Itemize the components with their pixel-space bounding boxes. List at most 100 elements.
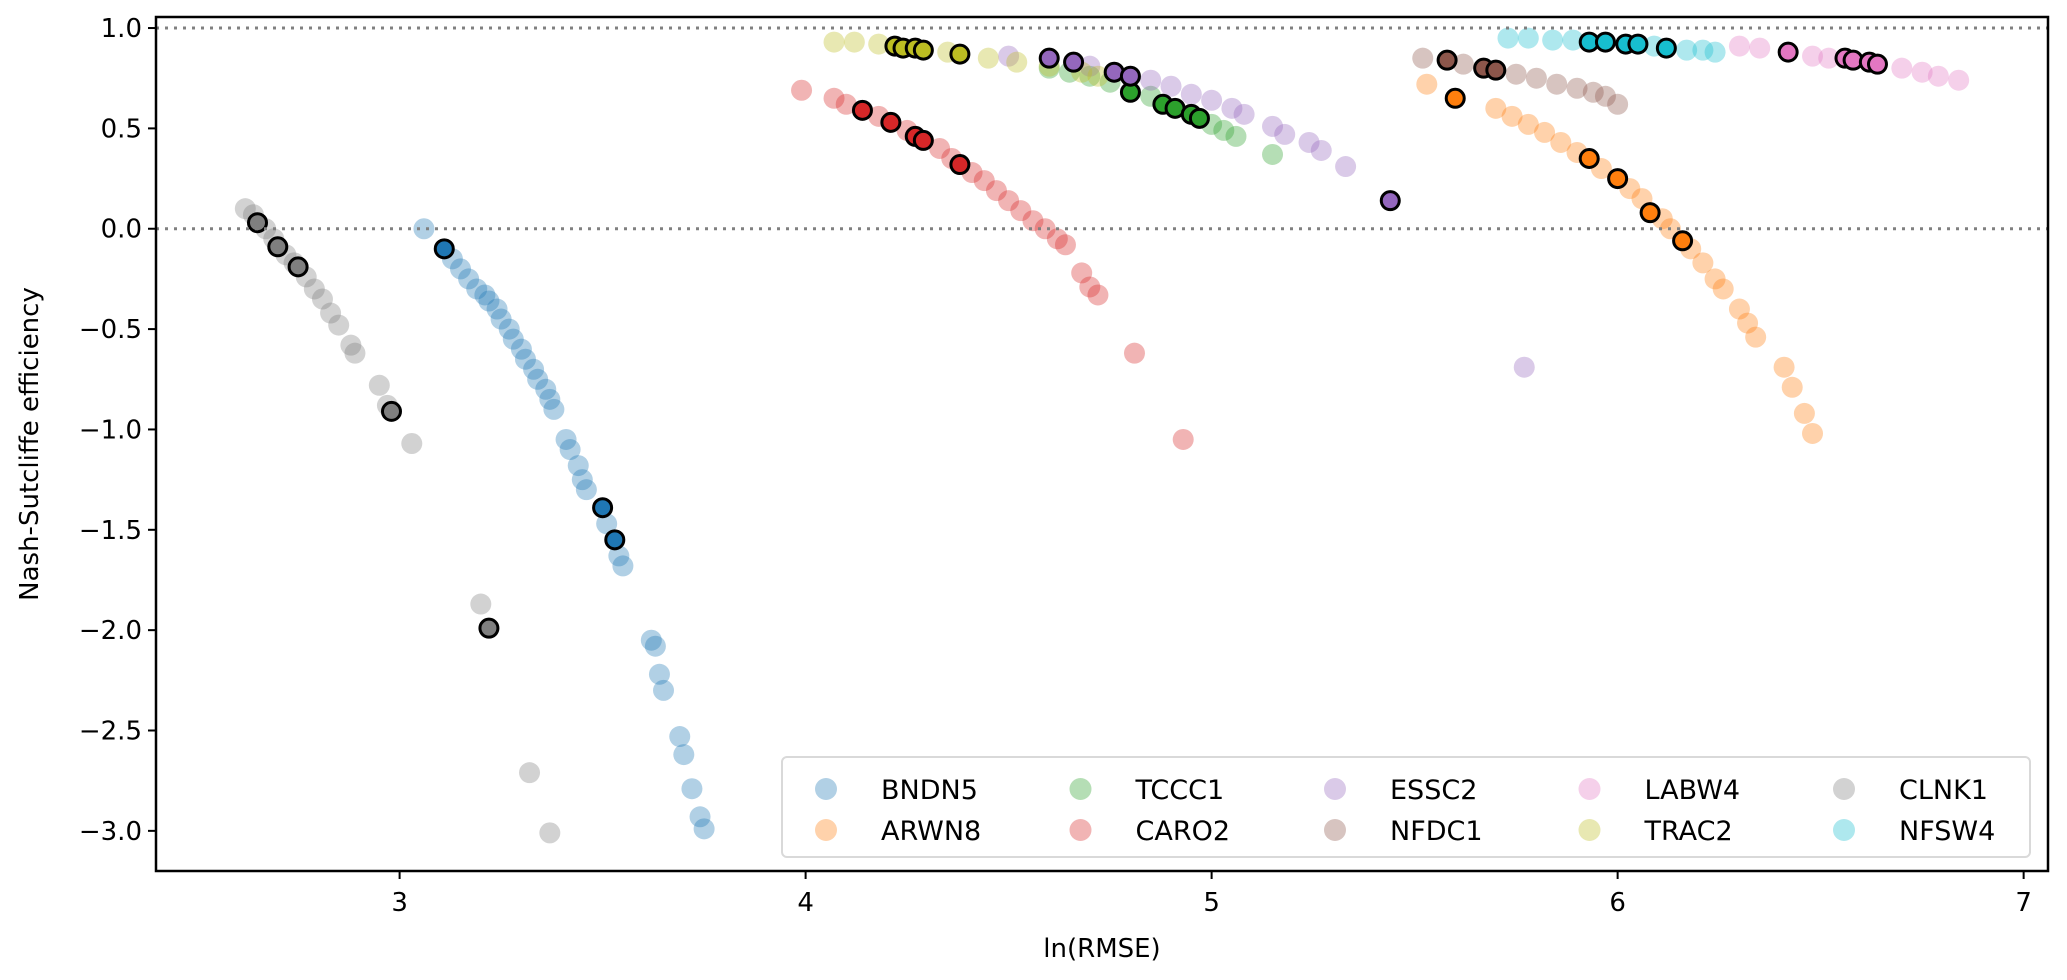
data-point-clnk1 <box>328 314 350 336</box>
legend-label-bndn5: BNDN5 <box>881 775 978 806</box>
x-axis: 3 4 5 6 7 <box>391 871 2032 918</box>
data-point-caro2 <box>1172 428 1194 450</box>
data-point-arwn8 <box>1517 113 1539 135</box>
data-point-labw4 <box>1891 57 1913 79</box>
y-tick-label: 0.0 <box>101 215 142 245</box>
data-point-bndn5 <box>478 290 500 312</box>
data-point-clnk1 <box>320 302 342 324</box>
data-point-arwn8 <box>1745 326 1767 348</box>
data-point-bndn5 <box>681 778 703 800</box>
data-point-labw4 <box>1911 61 1933 83</box>
data-point-bndn5 <box>523 358 545 380</box>
data-point-caro2 <box>1071 262 1093 284</box>
highlighted-point-arwn8 <box>1639 202 1661 224</box>
data-point-clnk1 <box>539 822 561 844</box>
highlighted-point-arwn8 <box>1607 168 1629 190</box>
highlighted-point-arwn8 <box>1672 230 1694 252</box>
data-point-bndn5 <box>596 513 618 535</box>
legend-label-essc2: ESSC2 <box>1390 775 1477 806</box>
data-point-bndn5 <box>644 635 666 657</box>
data-point-tccc1 <box>1262 143 1284 165</box>
data-point-nfdc1 <box>1452 53 1474 75</box>
highlighted-point-essc2 <box>1379 190 1401 212</box>
data-point-bndn5 <box>559 439 581 461</box>
data-point-essc2 <box>998 45 1020 67</box>
data-point-essc2 <box>1298 131 1320 153</box>
highlighted-point-essc2 <box>1063 51 1085 73</box>
data-point-bndn5 <box>498 318 520 340</box>
data-point-arwn8 <box>1793 402 1815 424</box>
highlighted-point-arwn8 <box>1444 87 1466 109</box>
legend-label-arwn8: ARWN8 <box>881 816 981 847</box>
data-point-caro2 <box>929 137 951 159</box>
data-point-trac2 <box>1087 65 1109 87</box>
data-point-essc2 <box>1233 103 1255 125</box>
data-point-arwn8 <box>1737 312 1759 334</box>
data-point-nfdc1 <box>1582 81 1604 103</box>
data-point-caro2 <box>998 190 1020 212</box>
data-point-arwn8 <box>1485 97 1507 119</box>
data-point-labw4 <box>1802 45 1824 67</box>
highlighted-point-clnk1 <box>267 236 289 258</box>
data-point-bndn5 <box>527 368 549 390</box>
highlighted-point-nfsw4 <box>1594 31 1616 53</box>
data-point-essc2 <box>1262 115 1284 137</box>
data-point-caro2 <box>973 170 995 192</box>
data-point-arwn8 <box>1692 252 1714 274</box>
data-point-labw4 <box>1728 35 1750 57</box>
legend-marker-labw4 <box>1578 778 1601 800</box>
data-point-arwn8 <box>1534 121 1556 143</box>
highlighted-point-clnk1 <box>287 256 309 278</box>
highlighted-point-clnk1 <box>478 617 500 639</box>
y-tick-label: −3.0 <box>79 817 142 847</box>
data-point-bndn5 <box>555 428 577 450</box>
data-point-nfsw4 <box>1542 29 1564 51</box>
data-point-nfsw4 <box>1704 41 1726 63</box>
data-point-bndn5 <box>450 258 472 280</box>
y-tick-label: −1.0 <box>79 415 142 445</box>
legend-marker-clnk1 <box>1833 778 1855 800</box>
reference-lines <box>156 26 2048 231</box>
data-point-essc2 <box>1221 97 1243 119</box>
data-point-clnk1 <box>470 593 492 615</box>
x-tick-label: 7 <box>2015 888 2032 918</box>
y-tick-label: 1.0 <box>101 14 142 44</box>
data-point-clnk1 <box>401 432 423 454</box>
data-point-bndn5 <box>648 663 670 685</box>
data-point-bndn5 <box>693 818 715 840</box>
y-tick-label: −2.5 <box>79 717 142 747</box>
data-point-essc2 <box>1335 156 1357 178</box>
highlighted-point-caro2 <box>912 129 934 151</box>
data-point-essc2 <box>1274 123 1296 145</box>
data-point-bndn5 <box>413 218 435 240</box>
legend-label-trac2: TRAC2 <box>1644 816 1733 847</box>
legend-box <box>781 756 2031 858</box>
data-point-trac2 <box>868 33 890 55</box>
legend-marker-essc2 <box>1324 778 1346 800</box>
x-tick-label: 3 <box>391 888 408 918</box>
data-point-caro2 <box>1079 276 1101 298</box>
highlighted-point-caro2 <box>880 111 902 133</box>
highlighted-point-bndn5 <box>433 238 455 260</box>
data-point-bndn5 <box>466 278 488 300</box>
data-point-caro2 <box>823 87 845 109</box>
data-point-clnk1 <box>234 198 256 220</box>
legend-marker-nfsw4 <box>1833 819 1855 841</box>
data-point-tccc1 <box>1079 65 1101 87</box>
data-point-nfsw4 <box>1676 39 1698 61</box>
data-point-nfsw4 <box>1497 27 1519 49</box>
y-tick-label: 0.5 <box>101 114 142 144</box>
y-tick-label: −0.5 <box>79 315 142 345</box>
legend-marker-arwn8 <box>815 819 837 841</box>
highlighted-point-bndn5 <box>592 497 614 519</box>
highlighted-point-trac2 <box>949 43 971 65</box>
data-point-bndn5 <box>673 744 695 766</box>
legend-label-nfdc1: NFDC1 <box>1390 816 1483 847</box>
data-point-arwn8 <box>1501 105 1523 127</box>
data-point-trac2 <box>843 31 865 53</box>
legend-label-clnk1: CLNK1 <box>1899 775 1988 806</box>
y-tick-label: −1.5 <box>79 516 142 546</box>
data-point-caro2 <box>1123 342 1145 364</box>
highlighted-point-bndn5 <box>604 529 626 551</box>
legend-label-labw4: LABW4 <box>1645 775 1741 806</box>
